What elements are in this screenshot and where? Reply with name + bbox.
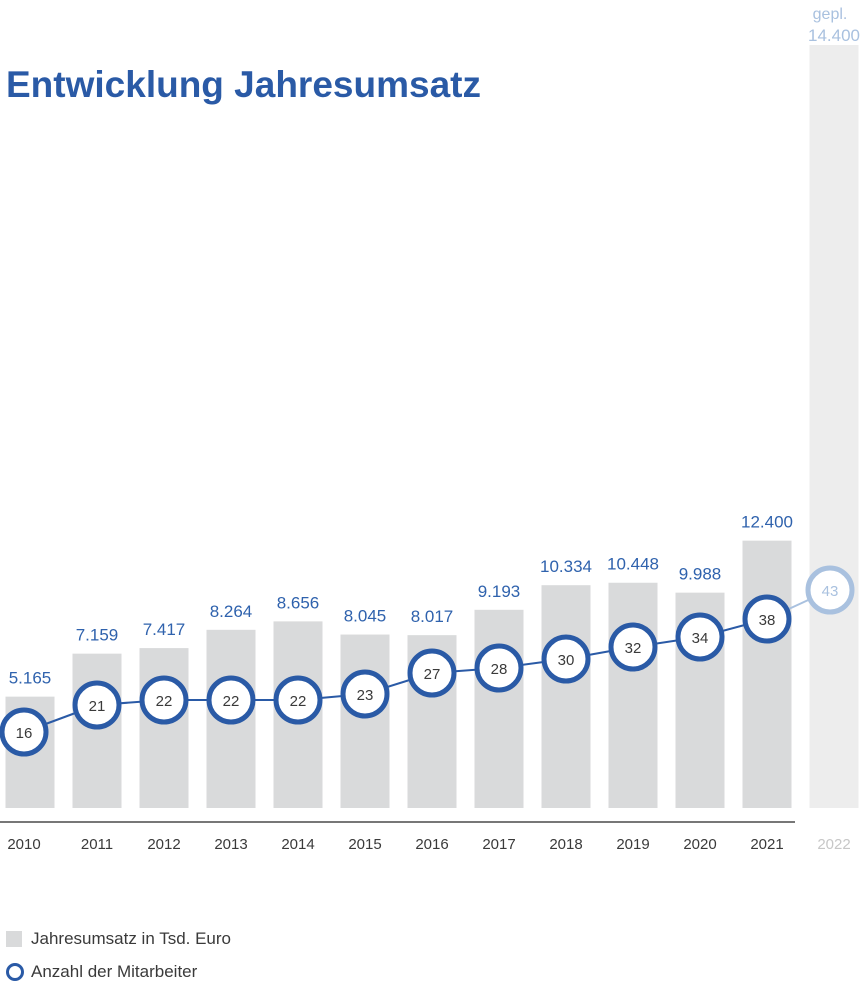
x-tick-2017: 2017 xyxy=(482,836,515,853)
bar-value-label-2018: 10.334 xyxy=(540,557,592,576)
employee-count-2012: 22 xyxy=(156,693,173,710)
employee-marker-2010 xyxy=(0,707,49,757)
bar-value-label-2015: 8.045 xyxy=(344,607,387,626)
legend-employees: Anzahl der Mitarbeiter xyxy=(6,962,197,982)
employee-count-2019: 32 xyxy=(625,640,642,657)
bar-2019 xyxy=(608,582,658,808)
bar-2012 xyxy=(139,648,189,808)
x-tick-2016: 2016 xyxy=(415,836,448,853)
legend-employees-label: Anzahl der Mitarbeiter xyxy=(31,962,198,981)
chart-title: Entwicklung Jahresumsatz xyxy=(6,64,481,105)
employee-marker-2022 xyxy=(805,565,855,615)
bar-2018 xyxy=(541,585,591,808)
legend-revenue-label: Jahresumsatz in Tsd. Euro xyxy=(31,929,231,948)
bar-2017 xyxy=(474,609,524,808)
x-tick-2012: 2012 xyxy=(147,836,180,853)
employee-count-2016: 27 xyxy=(424,666,441,683)
x-tick-2020: 2020 xyxy=(683,836,716,853)
employee-count-2017: 28 xyxy=(491,661,508,678)
bar-value-label-2010: 5.165 xyxy=(9,669,52,688)
employee-count-2010: 16 xyxy=(16,725,33,742)
employee-count-2021: 38 xyxy=(759,612,776,629)
employee-count-2018: 30 xyxy=(558,652,575,669)
planned-annotation: gepl. xyxy=(813,6,848,23)
employee-count-2015: 23 xyxy=(357,687,374,704)
x-tick-2018: 2018 xyxy=(549,836,582,853)
x-tick-2021: 2021 xyxy=(750,836,783,853)
employee-count-2020: 34 xyxy=(692,630,709,647)
bar-value-label-2014: 8.656 xyxy=(277,593,320,612)
x-tick-2014: 2014 xyxy=(281,836,314,853)
bar-2021 xyxy=(742,540,792,808)
bar-value-label-2016: 8.017 xyxy=(411,607,454,626)
bar-value-label-2021: 12.400 xyxy=(741,513,793,532)
employee-marker-2013 xyxy=(206,675,256,725)
bar-value-label-2017: 9.193 xyxy=(478,582,521,601)
bar-2022 xyxy=(809,45,859,808)
bar-value-labels: 5.165 7.159 7.417 8.264 8.656 8.045 8.017 9.193… xyxy=(9,6,860,688)
bar-value-label-2020: 9.988 xyxy=(679,565,722,584)
legend-revenue-swatch xyxy=(6,931,22,947)
employee-marker-2017 xyxy=(474,643,524,693)
employee-marker-2021 xyxy=(742,594,792,644)
x-tick-2019: 2019 xyxy=(616,836,649,853)
employee-count-2013: 22 xyxy=(223,693,240,710)
employee-count-2011: 21 xyxy=(89,698,106,715)
bar-2015 xyxy=(340,634,390,808)
x-tick-2015: 2015 xyxy=(348,836,381,853)
employee-marker-2011 xyxy=(72,680,122,730)
legend-employees-swatch xyxy=(6,963,24,981)
employee-marker-2014 xyxy=(273,675,323,725)
bar-value-label-2022: 14.400 xyxy=(808,26,860,45)
bar-value-label-2019: 10.448 xyxy=(607,555,659,574)
employee-marker-2015 xyxy=(340,669,390,719)
employee-count-2022: 43 xyxy=(822,583,839,600)
employee-marker-2012 xyxy=(139,675,189,725)
employee-markers: 16 21 22 22 22 23 27 28 30 32 34 38 43 xyxy=(0,565,855,757)
x-tick-2022: 2022 xyxy=(817,836,850,853)
employee-marker-2020 xyxy=(675,612,725,662)
bar-value-label-2012: 7.417 xyxy=(143,620,186,639)
employee-count-2014: 22 xyxy=(290,693,307,710)
bar-value-label-2013: 8.264 xyxy=(210,602,253,621)
x-tick-2013: 2013 xyxy=(214,836,247,853)
x-axis-ticks: 2010 2011 2012 2013 2014 2015 2016 2017 2018 2019… xyxy=(7,836,850,853)
legend-revenue: Jahresumsatz in Tsd. Euro xyxy=(6,929,231,949)
employee-marker-2019 xyxy=(608,622,658,672)
x-tick-2011: 2011 xyxy=(81,836,113,853)
bar-value-label-2011: 7.159 xyxy=(76,626,119,645)
x-tick-2010: 2010 xyxy=(7,836,40,853)
bar-2011 xyxy=(72,653,122,808)
employee-marker-2018 xyxy=(541,634,591,684)
employee-marker-2016 xyxy=(407,648,457,698)
